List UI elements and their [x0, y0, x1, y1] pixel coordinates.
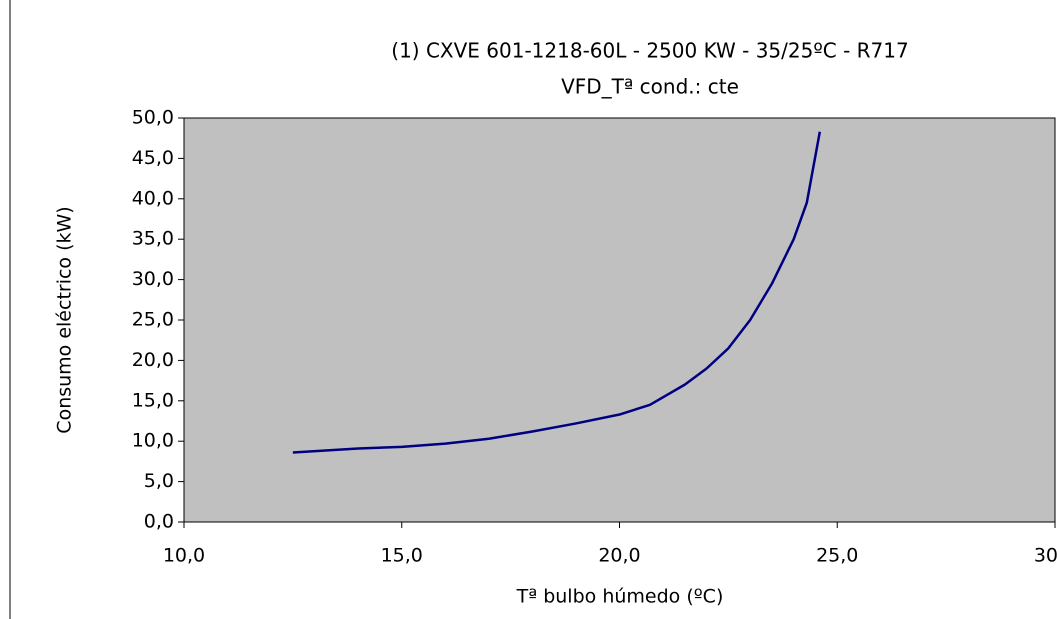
y-tick-label: 35,0 — [132, 228, 174, 250]
x-tick-label: 10,0 — [163, 545, 205, 567]
x-tick-label: 30,0 — [1034, 545, 1057, 567]
x-tick-label: 25,0 — [816, 545, 858, 567]
y-tick-label: 40,0 — [132, 187, 174, 209]
y-tick-label: 30,0 — [132, 268, 174, 290]
y-tick-label: 20,0 — [132, 349, 174, 371]
y-tick-label: 25,0 — [132, 309, 174, 331]
y-tick-label: 45,0 — [132, 147, 174, 169]
plot-area — [183, 117, 1056, 523]
chart-title: (1) CXVE 601-1218-60L - 2500 KW - 35/25º… — [391, 39, 908, 63]
y-tick-label: 5,0 — [144, 470, 174, 492]
y-tick-label: 15,0 — [132, 389, 174, 411]
y-tick-label: 0,0 — [144, 511, 174, 533]
line-series — [292, 131, 822, 454]
x-tick-label: 15,0 — [381, 545, 423, 567]
x-axis-label: Tª bulbo húmedo (ºC) — [516, 586, 724, 608]
y-tick-label: 50,0 — [132, 107, 174, 129]
y-tick-label: 10,0 — [132, 430, 174, 452]
chart-subtitle: VFD_Tª cond.: cte — [561, 75, 739, 99]
y-axis-label: Consumo eléctrico (kW) — [54, 206, 76, 433]
x-tick-label: 20,0 — [598, 545, 640, 567]
